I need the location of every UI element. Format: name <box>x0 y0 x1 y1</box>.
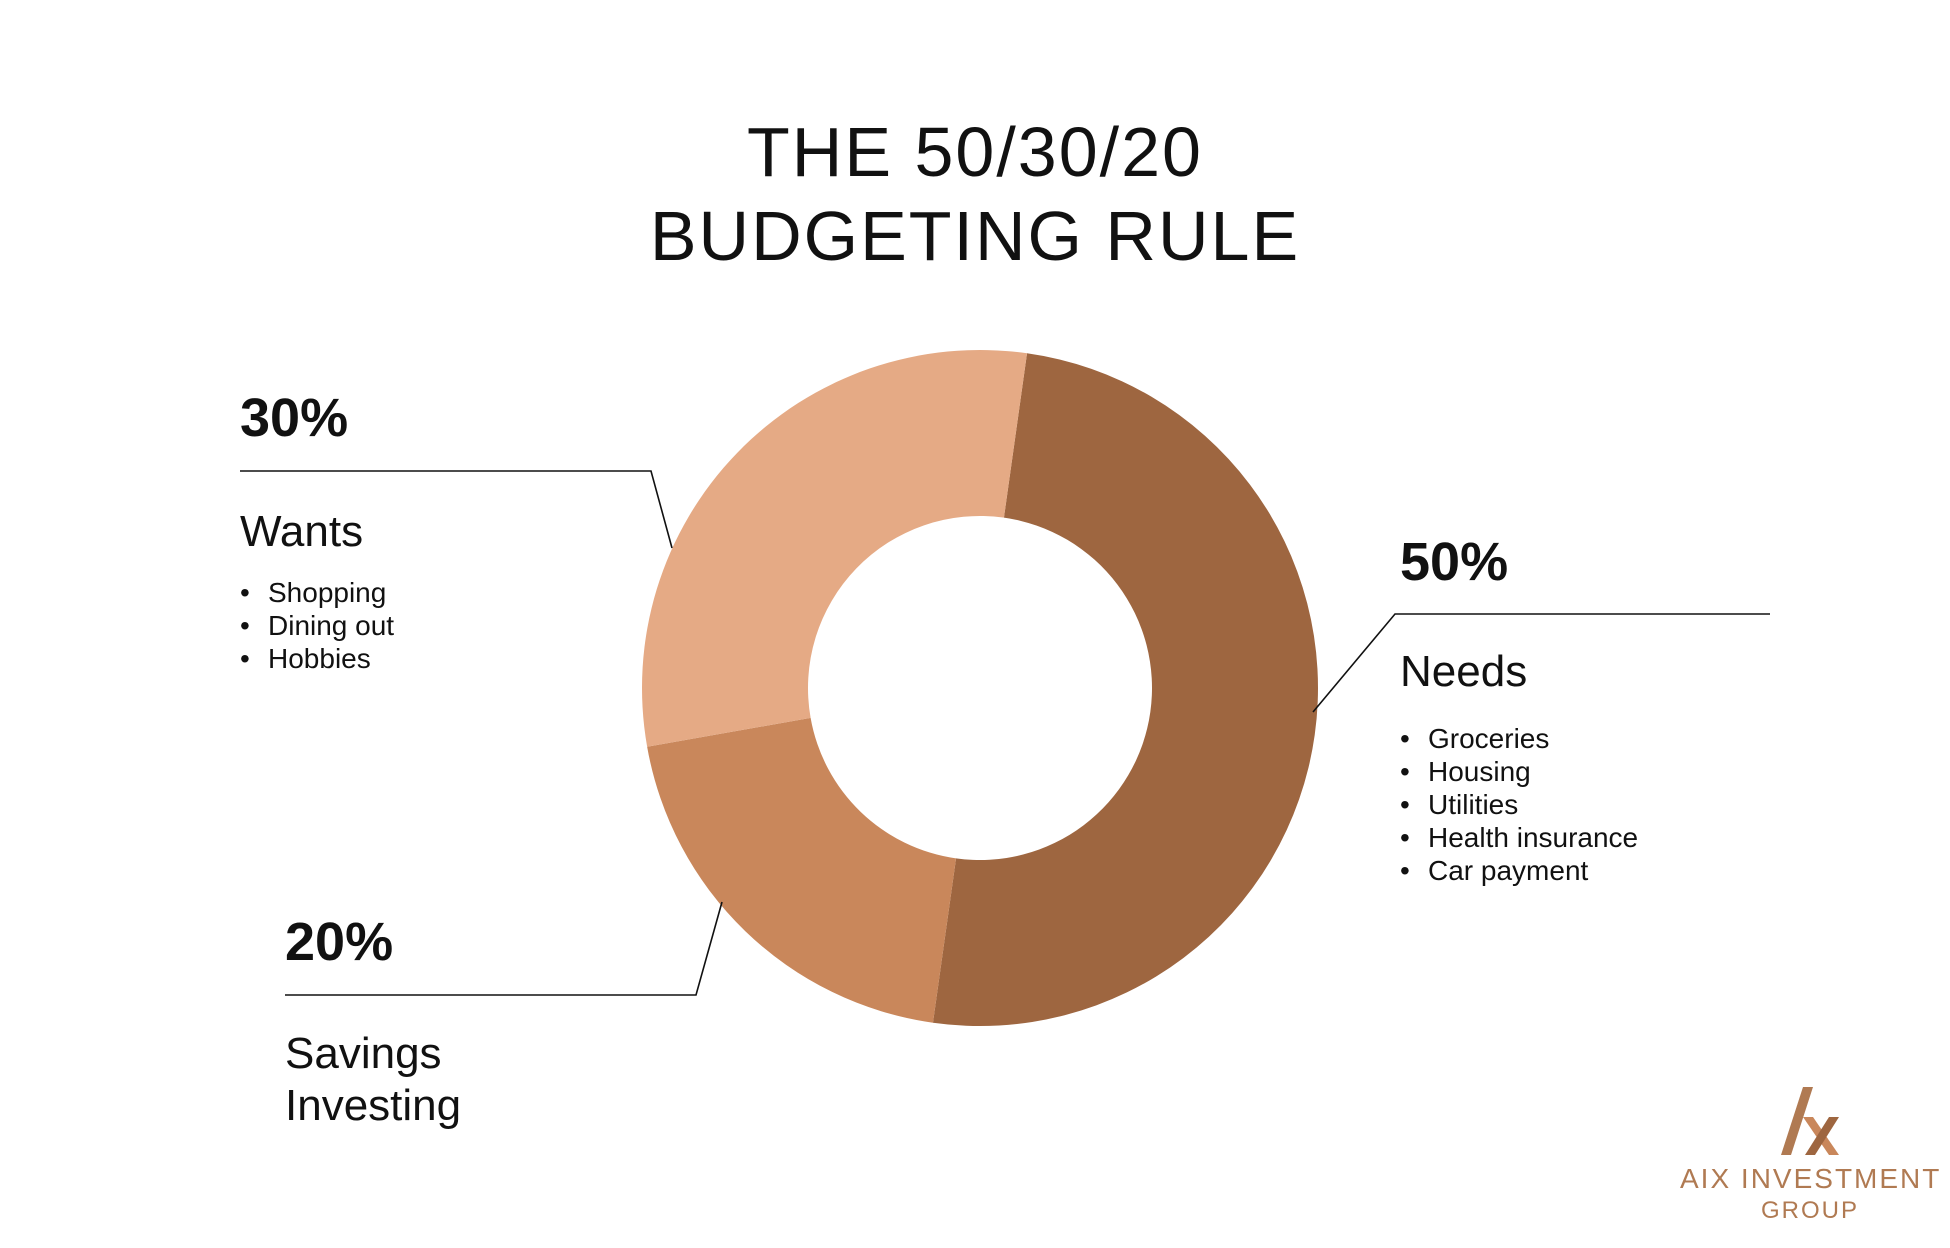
savings-slice <box>647 717 957 1023</box>
savings-category: Savings Investing <box>285 1028 461 1132</box>
aix-logo-icon <box>1781 1087 1839 1155</box>
savings-label-block: 20% Savings Investing <box>285 912 461 1132</box>
list-item: Shopping <box>240 576 394 609</box>
list-item: Hobbies <box>240 642 394 675</box>
needs-leader-line <box>1312 613 1770 713</box>
list-item: Utilities <box>1400 788 1638 821</box>
company-logo: AIX INVESTMENT GROUP <box>1680 1085 1940 1235</box>
needs-category: Needs <box>1400 647 1528 696</box>
chart-title: THE 50/30/20 BUDGETING RULE <box>0 110 1950 278</box>
needs-percent: 50% <box>1400 532 1509 592</box>
wants-label-block: 30% Wants Shopping Dining out Hobbies <box>240 388 394 675</box>
savings-category-line-1: Savings <box>285 1029 442 1078</box>
needs-slice <box>932 353 1318 1026</box>
savings-category-line-2: Investing <box>285 1081 462 1130</box>
chart-title-line-1: THE 50/30/20 <box>747 113 1203 191</box>
savings-leader-line <box>285 901 723 996</box>
wants-items-list: Shopping Dining out Hobbies <box>240 576 394 675</box>
list-item: Dining out <box>240 609 394 642</box>
wants-leader-line <box>240 470 673 549</box>
logo-name: AIX INVESTMENT <box>1680 1163 1942 1194</box>
list-item: Groceries <box>1400 722 1638 755</box>
list-item: Car payment <box>1400 854 1638 887</box>
chart-title-line-2: BUDGETING RULE <box>649 197 1301 275</box>
logo-subtitle: GROUP <box>1760 1197 1859 1224</box>
needs-label-block: 50% Needs Groceries Housing Utilities He… <box>1400 532 1638 887</box>
wants-percent: 30% <box>240 388 349 448</box>
needs-items-list: Groceries Housing Utilities Health insur… <box>1400 722 1638 887</box>
donut-slices <box>642 350 1318 1026</box>
leader-lines <box>240 470 1770 996</box>
list-item: Housing <box>1400 755 1638 788</box>
savings-percent: 20% <box>285 912 394 972</box>
list-item: Health insurance <box>1400 821 1638 854</box>
wants-slice <box>642 350 1028 747</box>
wants-category: Wants <box>240 507 364 556</box>
